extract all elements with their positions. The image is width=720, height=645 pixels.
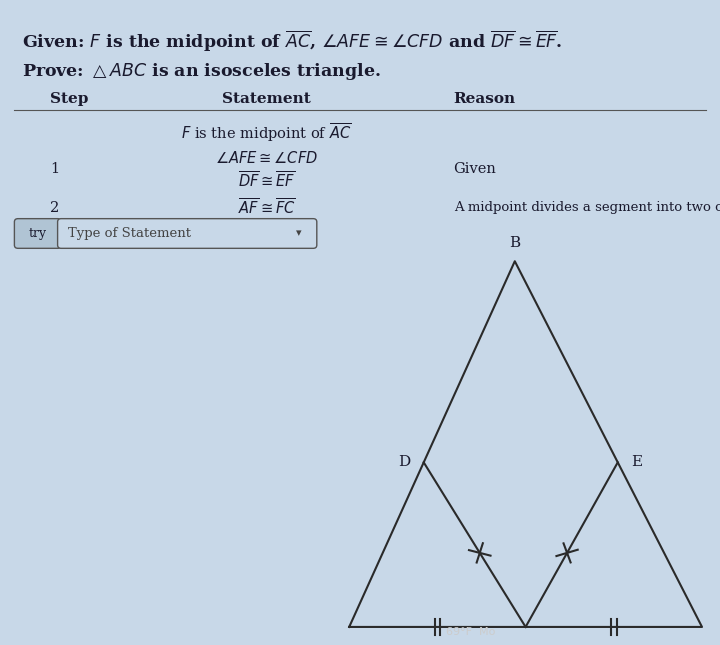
Text: Given: $F$ is the midpoint of $\overline{AC}$, $\angle AFE \cong \angle CFD$ and: Given: $F$ is the midpoint of $\overline… xyxy=(22,29,562,54)
Text: Statement: Statement xyxy=(222,92,311,106)
Text: try: try xyxy=(28,227,47,240)
Text: Reason: Reason xyxy=(454,92,516,106)
Text: ▾: ▾ xyxy=(296,228,302,239)
Text: Prove: $\triangle ABC$ is an isosceles triangle.: Prove: $\triangle ABC$ is an isosceles t… xyxy=(22,61,380,83)
Text: B: B xyxy=(509,235,521,250)
Text: E: E xyxy=(631,455,642,470)
Text: 2: 2 xyxy=(50,201,60,215)
Text: $\overline{AF} \cong \overline{FC}$: $\overline{AF} \cong \overline{FC}$ xyxy=(238,197,295,218)
Text: D: D xyxy=(398,455,410,470)
Text: Given: Given xyxy=(454,163,497,176)
Text: Type of Statement: Type of Statement xyxy=(68,227,192,240)
Text: $\overline{DF} \cong \overline{EF}$: $\overline{DF} \cong \overline{EF}$ xyxy=(238,170,295,191)
Text: $\angle AFE \cong \angle CFD$: $\angle AFE \cong \angle CFD$ xyxy=(215,150,318,166)
Text: A midpoint divides a segment into two congruent segments: A midpoint divides a segment into two co… xyxy=(454,201,720,214)
FancyBboxPatch shape xyxy=(14,219,61,248)
Text: Step: Step xyxy=(50,92,89,106)
Text: $F$ is the midpoint of $\overline{AC}$: $F$ is the midpoint of $\overline{AC}$ xyxy=(181,121,351,144)
Text: 69°F  Mo: 69°F Mo xyxy=(446,627,496,637)
FancyBboxPatch shape xyxy=(58,219,317,248)
Text: 1: 1 xyxy=(50,163,60,176)
